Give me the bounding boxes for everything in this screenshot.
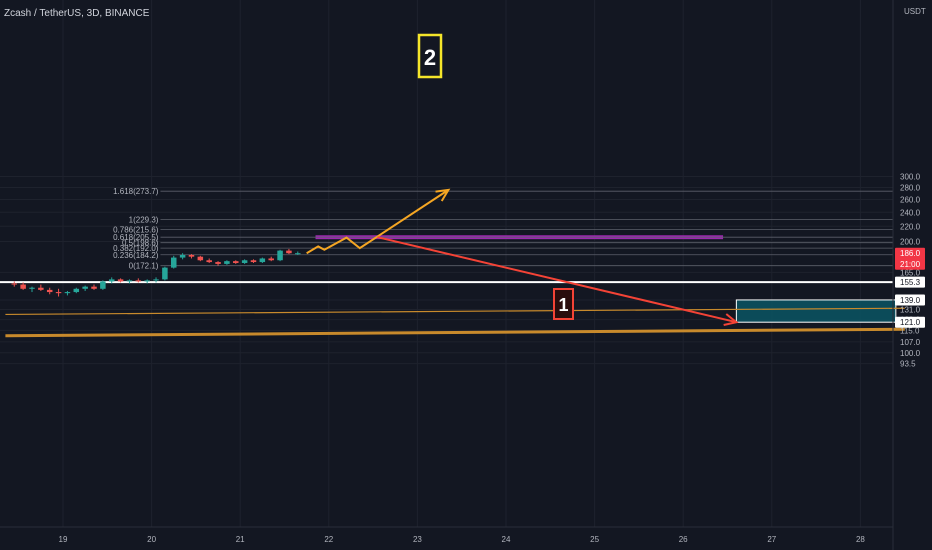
trend-lower[interactable]: [5, 327, 905, 338]
chart-title: Zcash / TetherUS, 3D, BINANCE: [4, 8, 150, 19]
target-box[interactable]: [735, 299, 897, 323]
scenario-marker-2[interactable]: 2: [417, 33, 443, 79]
price-label-badge: [895, 294, 925, 306]
fib-level-label: 0(172.1): [129, 262, 159, 271]
candle-body: [206, 260, 212, 263]
y-tick-label: 220.0: [900, 222, 921, 231]
y-tick-label: 300.0: [900, 172, 921, 181]
candle-body: [179, 254, 186, 258]
fib-level-label: 0.5(198.6): [122, 239, 159, 248]
candle-body: [20, 284, 26, 289]
bullish-arrowhead: [435, 188, 451, 202]
candle-body: [46, 289, 53, 293]
candle-body: [38, 287, 44, 290]
candle-body: [215, 262, 221, 264]
price-label-time: 21:00: [900, 260, 921, 269]
fib-level-label: 0.786(215.6): [113, 226, 159, 235]
x-tick-label: 27: [767, 535, 776, 544]
x-tick-label: 26: [679, 535, 688, 544]
y-tick-label: 200.0: [900, 238, 921, 247]
candle-body: [29, 287, 35, 289]
bullish-projection[interactable]: [306, 189, 449, 255]
projections[interactable]: [306, 188, 739, 326]
candle-body: [259, 258, 266, 263]
y-tick-label: 107.0: [900, 338, 921, 347]
candle-body: [277, 250, 283, 261]
candle-body: [197, 256, 204, 261]
candles: [11, 248, 301, 297]
bearish-projection[interactable]: [377, 236, 737, 324]
markers: 21: [417, 33, 574, 320]
candle-body: [55, 292, 62, 294]
fib-level-label: 0.236(184.2): [113, 251, 159, 260]
candle-body: [224, 261, 230, 264]
candle-body: [144, 280, 150, 282]
x-tick-label: 22: [324, 535, 333, 544]
scenario-2-label: 2: [424, 45, 436, 70]
candle-body: [108, 279, 115, 282]
candle-body: [135, 280, 142, 282]
candle-body: [64, 292, 71, 294]
currency-label: USDT: [904, 7, 926, 16]
price-label-text: 155.3: [900, 278, 921, 287]
scenario-1-box: [553, 288, 574, 320]
price-labels: 186.0 21:00 155.3 139.0 121.0: [895, 247, 925, 328]
trendlines[interactable]: [0, 281, 905, 338]
fib-level-label: 0.618(205.5): [113, 233, 159, 242]
scenario-marker-1[interactable]: 1: [553, 288, 574, 320]
bearish-arrowhead: [723, 313, 739, 326]
scenario-2-box: [417, 33, 443, 79]
price-label-badge: [895, 276, 925, 288]
x-tick-label: 28: [856, 535, 865, 544]
fib-level-label: 1.618(273.7): [113, 187, 159, 196]
price-label-text: 139.0: [900, 296, 921, 305]
candle-body: [233, 261, 239, 263]
candle-body: [286, 250, 292, 254]
time-axis[interactable]: 19 20 21 22 23 24 25 26 27 28: [59, 535, 866, 544]
candle-body: [268, 258, 274, 261]
candle-body: [171, 257, 177, 268]
y-tick-label: 260.0: [900, 195, 921, 204]
price-axis[interactable]: 93.5100.0107.0115.0123.0131.0139.0165.02…: [900, 172, 921, 368]
fib-level-label: 0.382(192.0): [113, 244, 159, 253]
candle-body: [188, 254, 195, 257]
candle-body: [250, 260, 257, 263]
candle-body: [73, 288, 80, 293]
price-label-text: 186.0: [900, 249, 921, 258]
candle-body: [162, 267, 168, 280]
candle-body: [153, 279, 159, 281]
scenario-1-label: 1: [558, 295, 568, 315]
y-tick-label: 165.0: [900, 268, 921, 277]
candle-body: [241, 260, 248, 263]
y-tick-label: 100.0: [900, 349, 921, 358]
fib-level-label: 1(229.3): [129, 216, 159, 225]
price-label-badge: [895, 247, 925, 270]
y-tick-label: 240.0: [900, 208, 921, 217]
y-tick-label: 115.0: [900, 326, 920, 335]
candle-body: [117, 279, 124, 282]
candle-body: [91, 286, 97, 289]
y-tick-label: 280.0: [900, 184, 921, 193]
x-tick-label: 24: [502, 535, 511, 544]
candle-body: [100, 281, 106, 289]
x-tick-label: 25: [590, 535, 599, 544]
x-tick-label: 23: [413, 535, 422, 544]
price-label-badge: [895, 316, 925, 328]
y-tick-label: 131.0: [900, 305, 921, 314]
candle-body: [126, 280, 133, 282]
x-tick-label: 21: [236, 535, 245, 544]
candle-body: [295, 253, 301, 255]
x-tick-label: 20: [147, 535, 156, 544]
y-tick-label: 93.5: [900, 360, 916, 369]
trend-upper[interactable]: [5, 307, 905, 316]
x-tick-label: 19: [59, 535, 68, 544]
candle-body: [82, 286, 88, 289]
candle-body: [11, 283, 18, 285]
price-label-text: 121.0: [900, 318, 921, 327]
